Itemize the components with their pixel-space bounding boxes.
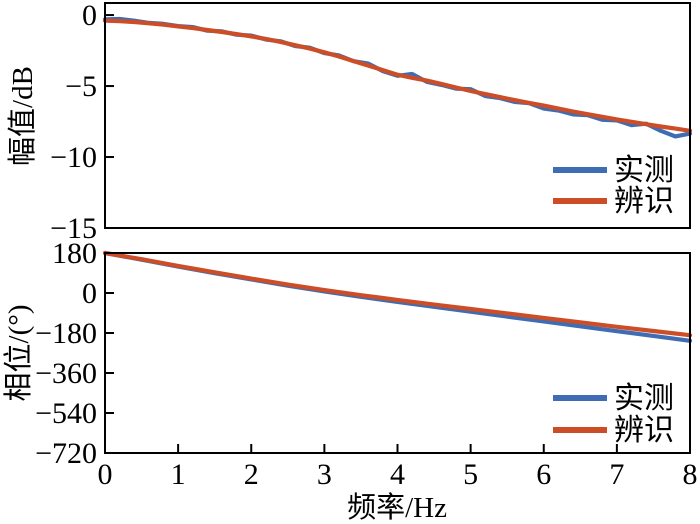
magnitude-axes-box xyxy=(104,2,691,229)
magnitude-y-tick-label: 0 xyxy=(82,0,97,32)
magnitude-ticks: 0 −5 −10 −15 xyxy=(50,0,114,245)
magnitude-y-axis-label: 幅值/dB xyxy=(6,66,39,166)
phase-x-tick-label: 5 xyxy=(463,458,478,491)
magnitude-legend-identified-label: 辨识 xyxy=(614,185,674,218)
phase-legend-measured-label: 实测 xyxy=(614,382,674,415)
phase-y-tick-label: −720 xyxy=(35,437,97,470)
phase-x-tick-label: 2 xyxy=(244,458,259,491)
phase-identified-line xyxy=(102,250,693,338)
phase-y-axis-label: 相位/(°) xyxy=(2,305,35,402)
phase-x-tick-label: 4 xyxy=(390,458,405,491)
phase-y-tick-label: −540 xyxy=(35,397,97,430)
phase-x-tick-label: 6 xyxy=(536,458,551,491)
phase-y-tick-label: −360 xyxy=(35,357,97,390)
magnitude-y-tick-label: −10 xyxy=(50,141,97,174)
phase-measured-line xyxy=(102,250,693,343)
phase-curves xyxy=(102,250,693,343)
magnitude-y-tick-label: −15 xyxy=(50,212,97,245)
magnitude-y-tick-label: −5 xyxy=(65,70,97,103)
phase-legend-identified-label: 辨识 xyxy=(614,414,674,447)
magnitude-identified-line xyxy=(102,18,693,133)
phase-x-tick-label: 7 xyxy=(609,458,624,491)
x-axis-label: 频率/Hz xyxy=(347,491,447,524)
phase-x-tick-label: 8 xyxy=(683,458,698,491)
phase-x-tick-label: 1 xyxy=(171,458,186,491)
magnitude-panel: 0 −5 −10 −15 幅值/dB 实测 辨识 xyxy=(6,0,693,245)
phase-axes-box xyxy=(104,252,691,454)
magnitude-legend-measured-label: 实测 xyxy=(614,154,674,187)
phase-x-tick-label: 0 xyxy=(98,458,113,491)
phase-y-tick-label: 0 xyxy=(82,277,97,310)
phase-y-tick-label: 180 xyxy=(52,237,97,270)
magnitude-curves xyxy=(102,16,693,139)
phase-y-tick-label: −180 xyxy=(35,317,97,350)
magnitude-legend: 实测 辨识 xyxy=(553,154,674,218)
phase-legend: 实测 辨识 xyxy=(553,382,674,447)
phase-x-tick-label: 3 xyxy=(317,458,332,491)
